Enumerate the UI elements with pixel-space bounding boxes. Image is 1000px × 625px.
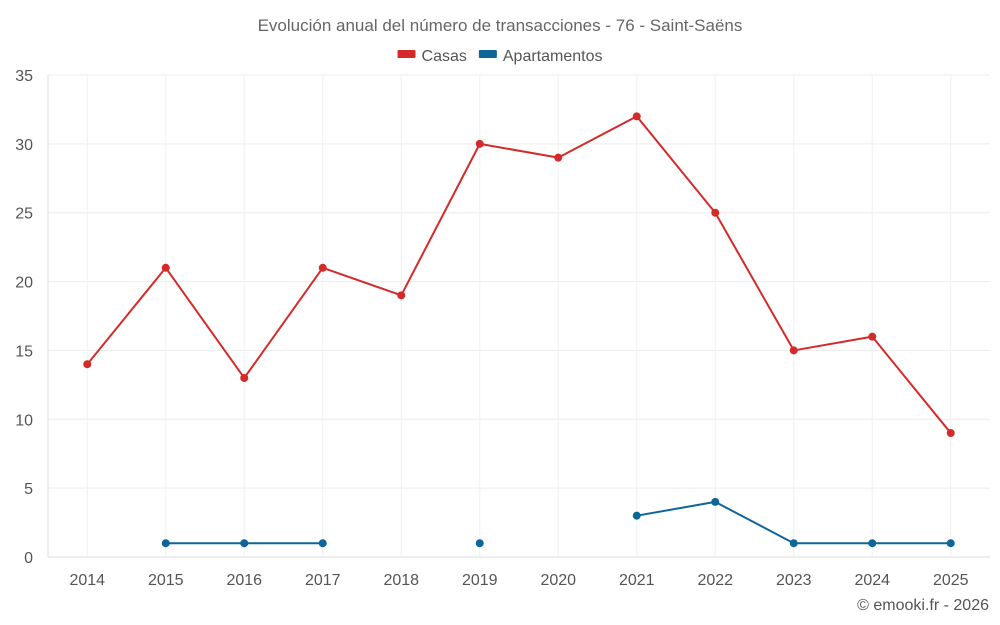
y-tick-label: 5 [24, 481, 33, 498]
legend-swatch-apartamentos[interactable] [478, 50, 497, 58]
y-tick-label: 35 [15, 68, 33, 85]
x-tick-label: 2024 [854, 572, 890, 589]
data-point-casas[interactable] [554, 153, 563, 162]
y-tick-label: 15 [15, 343, 33, 360]
data-point-apartamentos[interactable] [318, 539, 327, 548]
data-point-casas[interactable] [161, 263, 170, 272]
data-point-casas[interactable] [711, 208, 720, 217]
data-point-casas[interactable] [240, 373, 249, 382]
data-point-apartamentos[interactable] [868, 539, 877, 548]
series [83, 112, 955, 548]
data-point-apartamentos[interactable] [161, 539, 170, 548]
x-tick-label: 2018 [383, 572, 419, 589]
data-point-apartamentos[interactable] [240, 539, 249, 548]
data-point-apartamentos[interactable] [711, 497, 720, 506]
grid [48, 74, 990, 557]
series-line-casas [86, 115, 952, 434]
x-tick-label: 2015 [148, 572, 184, 589]
x-tick-label: 2019 [462, 572, 498, 589]
x-tick-label: 2017 [305, 572, 341, 589]
data-point-apartamentos[interactable] [632, 511, 641, 520]
data-point-casas[interactable] [397, 291, 406, 300]
x-tick-label: 2022 [697, 572, 733, 589]
y-tick-label: 20 [15, 275, 33, 292]
legend[interactable]: Casas Apartamentos [397, 48, 603, 65]
data-point-casas[interactable] [318, 263, 327, 272]
legend-label: Apartamentos [503, 48, 603, 65]
legend-swatch-casas[interactable] [397, 50, 416, 58]
data-point-casas[interactable] [83, 360, 92, 369]
y-tick-label: 10 [15, 412, 33, 429]
data-point-casas[interactable] [789, 346, 798, 355]
x-tick-label: 2014 [69, 572, 105, 589]
credit-text: © emooki.fr - 2026 [857, 597, 989, 614]
series-casas [83, 112, 955, 438]
data-point-casas[interactable] [632, 112, 641, 121]
legend-label: Casas [422, 48, 467, 65]
y-tick-label: 30 [15, 137, 33, 154]
x-tick-label: 2023 [776, 572, 812, 589]
series-apartamentos [161, 497, 955, 548]
data-point-apartamentos[interactable] [946, 539, 955, 548]
y-tick-label: 25 [15, 206, 33, 223]
x-tick-label: 2020 [540, 572, 576, 589]
x-tick-label: 2021 [619, 572, 655, 589]
chart-title: Evolución anual del número de transaccio… [258, 16, 743, 35]
data-point-apartamentos[interactable] [475, 539, 484, 548]
data-point-apartamentos[interactable] [789, 539, 798, 548]
data-point-casas[interactable] [868, 332, 877, 341]
data-point-casas[interactable] [946, 429, 955, 438]
y-tick-label: 0 [24, 550, 33, 567]
x-tick-label: 2025 [933, 572, 969, 589]
data-point-casas[interactable] [475, 139, 484, 148]
x-tick-label: 2016 [226, 572, 262, 589]
